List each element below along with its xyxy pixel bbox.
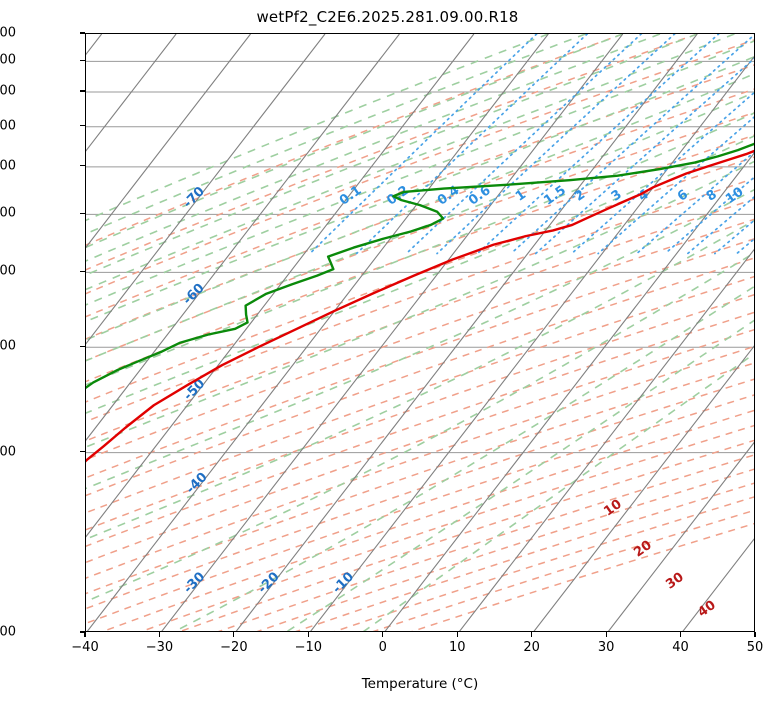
y-tick-mark (80, 165, 85, 167)
skewt-background-and-traces: -70-60-50-40-30 -20 -100.1 0.2 0.4 0.6 1 1.5 2 3 4… (86, 34, 754, 631)
y-tick-mark (80, 59, 85, 61)
x-axis-label: Temperature (°C) (361, 676, 479, 692)
mixing-ratio-labels: 0.1 0.2 0.4 0.6 1 1.5 2 3 4 6 8 10 (337, 183, 747, 208)
x-tick-mark (456, 632, 458, 637)
y-tick-label: 300 (0, 83, 16, 99)
x-tick-label: 10 (448, 640, 466, 655)
x-tick-mark (84, 632, 86, 637)
dry-adiabat-lines (86, 34, 754, 631)
y-tick-mark (80, 270, 85, 272)
svg-text:6: 6 (675, 187, 691, 204)
y-tick-mark (80, 90, 85, 92)
x-tick-mark (605, 632, 607, 637)
y-tick-mark (80, 631, 85, 633)
x-tick-mark (754, 632, 756, 637)
y-tick-label: 100 (0, 25, 16, 41)
x-tick-label: −20 (220, 640, 248, 655)
y-tick-label: 700 (0, 263, 16, 279)
isotherm-lines (86, 34, 754, 631)
x-tick-label: 30 (597, 640, 615, 655)
svg-text:-10: -10 (330, 569, 357, 596)
svg-text:2: 2 (572, 187, 588, 204)
x-tick-label: −10 (294, 640, 323, 655)
chart-title: wetPf2_C2E6.2025.281.09.00.R18 (256, 8, 519, 26)
series-temperature (86, 149, 754, 463)
svg-text:40: 40 (695, 598, 718, 621)
y-tick-label: 800 (0, 338, 16, 354)
y-tick-mark (80, 345, 85, 347)
y-tick-label: 200 (0, 52, 16, 68)
y-tick-mark (80, 125, 85, 127)
x-tick-label: 20 (523, 640, 540, 655)
y-tick-label: 400 (0, 118, 16, 134)
x-tick-label: −30 (145, 640, 174, 655)
svg-text:0.2: 0.2 (384, 183, 411, 208)
x-tick-label: −40 (71, 640, 99, 655)
svg-text:-70: -70 (181, 184, 208, 211)
x-tick-mark (382, 632, 384, 637)
x-tick-mark (307, 632, 309, 637)
plot-area: -70 -60 -50 -40 -30 -20 -10 0.1 0.2 0.4 0.6 1 1.5 2 3 4… (85, 33, 755, 632)
x-tick-mark (158, 632, 161, 637)
x-tick-mark (531, 632, 533, 637)
x-tick-label: 40 (672, 640, 689, 655)
y-tick-label: 1000 (0, 624, 16, 640)
x-tick-label: 50 (746, 640, 764, 655)
isotherm-labels: -70-60-50-40-30 -20 -10 (180, 184, 357, 597)
svg-text:-60: -60 (180, 281, 207, 308)
y-tick-label: 900 (0, 444, 16, 460)
moist-adiabat-lines (86, 34, 754, 631)
y-tick-label: 500 (0, 158, 16, 174)
x-tick-label: 0 (378, 640, 387, 655)
svg-text:-20: -20 (255, 569, 282, 596)
svg-text:20: 20 (631, 538, 654, 561)
x-tick-mark (233, 632, 235, 637)
y-tick-mark (80, 451, 85, 453)
x-tick-mark (679, 632, 682, 637)
svg-text:1: 1 (513, 187, 529, 204)
y-tick-mark (80, 212, 85, 214)
svg-text:8: 8 (704, 187, 720, 204)
series-dewpoint (86, 142, 754, 390)
y-tick-mark (80, 32, 85, 34)
svg-text:30: 30 (663, 570, 686, 593)
y-tick-label: 600 (0, 205, 16, 221)
svg-text:-30: -30 (181, 569, 208, 596)
